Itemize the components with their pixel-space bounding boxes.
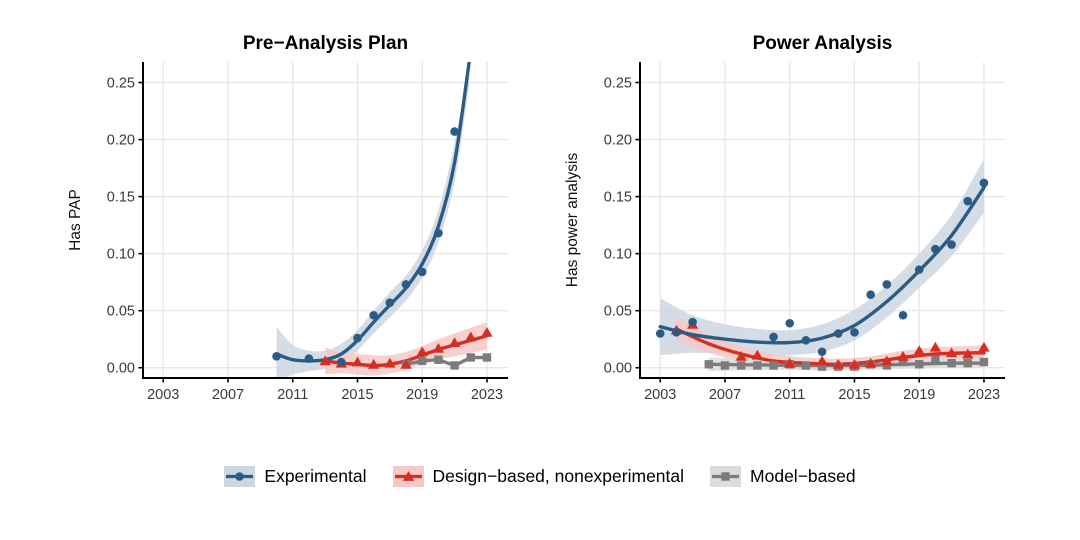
- svg-text:0.10: 0.10: [107, 247, 135, 263]
- svg-text:2007: 2007: [212, 387, 244, 403]
- svg-text:0.25: 0.25: [107, 76, 135, 92]
- svg-text:2015: 2015: [341, 387, 373, 403]
- svg-text:0.05: 0.05: [107, 304, 135, 320]
- panel-title-power-analysis: Power Analysis: [752, 33, 893, 54]
- panel-title-pre-analysis-plan: Pre−Analysis Plan: [242, 33, 409, 54]
- svg-text:0.05: 0.05: [604, 304, 632, 320]
- svg-text:2019: 2019: [406, 387, 438, 403]
- charts-canvas: 2003 2007 2011 2015 2019 2023 0.00 0.05 0.10 0.15…: [107, 62, 1005, 403]
- svg-text:0.20: 0.20: [107, 133, 135, 149]
- svg-text:2011: 2011: [277, 387, 308, 403]
- legend-label-model-based: Model−based: [750, 466, 856, 486]
- legend-key-design-based-icon: [392, 466, 424, 487]
- svg-text:2003: 2003: [147, 387, 179, 403]
- svg-text:2019: 2019: [903, 387, 935, 403]
- svg-text:0.00: 0.00: [107, 361, 135, 377]
- svg-text:0.15: 0.15: [604, 190, 632, 206]
- svg-text:0.20: 0.20: [604, 133, 632, 149]
- legend-label-experimental: Experimental: [264, 466, 367, 486]
- legend-item-model-based: Model−based: [710, 466, 856, 487]
- legend-item-experimental: Experimental: [224, 466, 367, 487]
- svg-text:0.00: 0.00: [604, 361, 632, 377]
- svg-text:2007: 2007: [709, 387, 741, 403]
- legend-item-design-based: Design−based, nonexperimental: [392, 466, 685, 487]
- svg-text:2003: 2003: [644, 387, 676, 403]
- chart-legend: Experimental Design−based, nonexperiment…: [0, 466, 1080, 487]
- svg-text:2023: 2023: [471, 387, 503, 403]
- svg-text:0.15: 0.15: [107, 190, 135, 206]
- svg-text:0.10: 0.10: [604, 247, 632, 263]
- legend-key-experimental-icon: [224, 466, 256, 487]
- svg-text:0.25: 0.25: [604, 76, 632, 92]
- legend-key-model-based-icon: [710, 466, 742, 487]
- svg-text:2015: 2015: [838, 387, 870, 403]
- svg-text:2023: 2023: [968, 387, 1000, 403]
- svg-text:2011: 2011: [774, 387, 805, 403]
- legend-label-design-based: Design−based, nonexperimental: [432, 466, 685, 486]
